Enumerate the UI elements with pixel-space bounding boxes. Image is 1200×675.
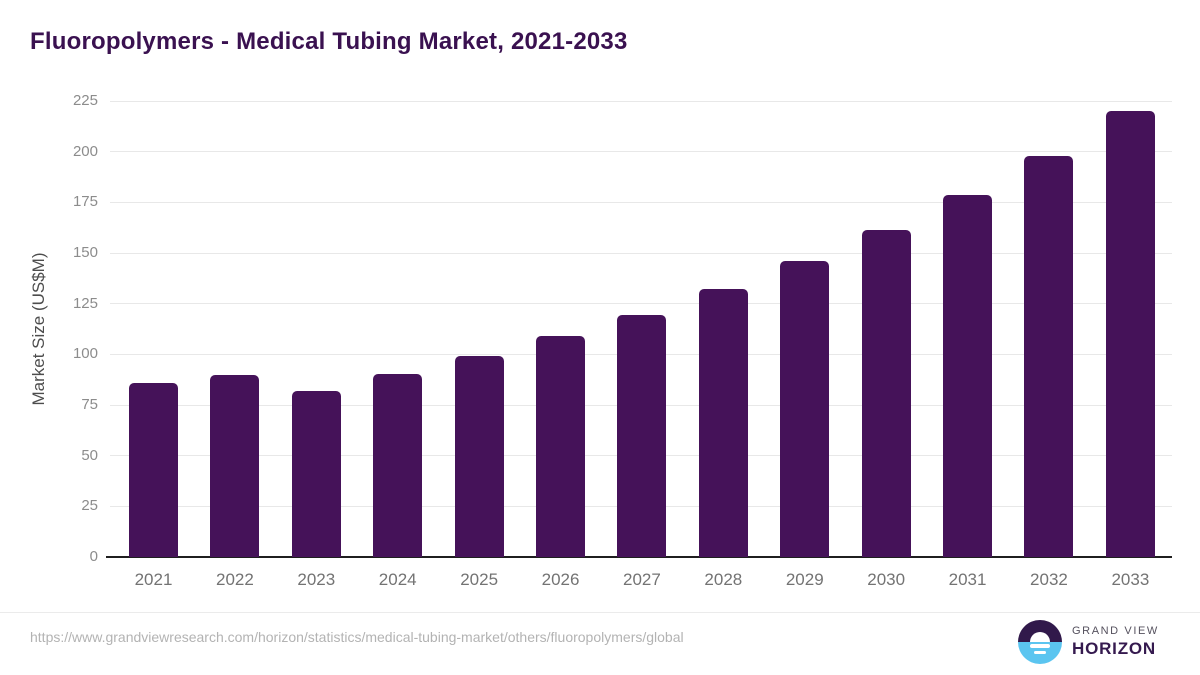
x-tick-label-2028: 2028 <box>704 570 743 589</box>
horizon-logo-icon <box>1018 620 1062 664</box>
x-axis-tick-labels: 2021 2022 2023 2024 2025 2026 2027 2028 2029 2030… <box>129 570 1155 590</box>
bar-2022[interactable] <box>210 374 260 557</box>
x-tick-label-2026: 2026 <box>541 570 580 589</box>
y-tick-label-125: 125 <box>72 294 98 312</box>
bar-2029[interactable] <box>780 261 830 557</box>
bar-2026[interactable] <box>536 336 586 557</box>
y-tick-label-150: 150 <box>72 244 98 261</box>
x-tick-label-2022: 2022 <box>215 570 254 589</box>
bar-series <box>129 101 1155 557</box>
x-tick-label-2027: 2027 <box>623 570 661 589</box>
y-tick-label-0: 0 <box>89 548 98 565</box>
y-tick-label-75: 75 <box>81 396 98 413</box>
footer-divider <box>0 612 1200 613</box>
logo-text: GRAND VIEW HORIZON <box>1072 625 1159 659</box>
x-axis-line <box>106 556 1172 558</box>
x-tick-label-2031: 2031 <box>948 570 987 589</box>
gridline-200 <box>110 151 1172 153</box>
y-tick-label-50: 50 <box>81 446 98 464</box>
gridline-225 <box>110 100 1172 102</box>
y-tick-label-200: 200 <box>72 142 98 160</box>
logo-text-horizon: HORIZON <box>1072 639 1156 658</box>
bar-2032[interactable] <box>1024 155 1074 557</box>
bar-2023[interactable] <box>291 390 341 557</box>
y-tick-label-175: 175 <box>72 193 98 211</box>
x-tick-label-2033: 2033 <box>1111 570 1150 589</box>
x-tick-label-2025: 2025 <box>460 570 499 589</box>
bar-2033[interactable] <box>1105 111 1155 557</box>
x-tick-label-2030: 2030 <box>867 570 906 589</box>
x-tick-label-2024: 2024 <box>378 570 417 589</box>
x-tick-label-2032: 2032 <box>1030 570 1068 589</box>
x-tick-label-2023: 2023 <box>297 570 336 589</box>
y-axis-title: Market Size (US$M) <box>29 252 48 406</box>
gridline-125 <box>110 303 1172 305</box>
bar-2031[interactable] <box>943 195 993 557</box>
bar-2025[interactable] <box>454 356 504 557</box>
bar-2021[interactable] <box>129 382 178 557</box>
grand-view-horizon-logo: GRAND VIEW HORIZON <box>1018 620 1159 664</box>
x-tick-label-2029: 2029 <box>785 570 824 589</box>
logo-text-grand-view: GRAND VIEW <box>1072 625 1159 637</box>
y-tick-label-25: 25 <box>81 497 98 515</box>
gridline-175 <box>110 201 1172 203</box>
bar-2030[interactable] <box>861 229 911 557</box>
bar-2024[interactable] <box>373 373 423 557</box>
x-tick-label-2021: 2021 <box>134 570 173 589</box>
y-tick-label-225: 225 <box>72 92 98 109</box>
chart-title: Fluoropolymers - Medical Tubing Market, … <box>30 28 628 55</box>
gridline-150 <box>110 252 1172 254</box>
bar-2028[interactable] <box>698 289 748 557</box>
source-url-text: https://www.grandviewresearch.com/horizo… <box>30 629 684 645</box>
bar-chart-plot-area: 0 25 50 75 100 125 150 175 200 225 2021 2022 2023 20… <box>73 93 1172 589</box>
bar-2027[interactable] <box>617 314 667 557</box>
y-tick-label-100: 100 <box>72 345 98 363</box>
